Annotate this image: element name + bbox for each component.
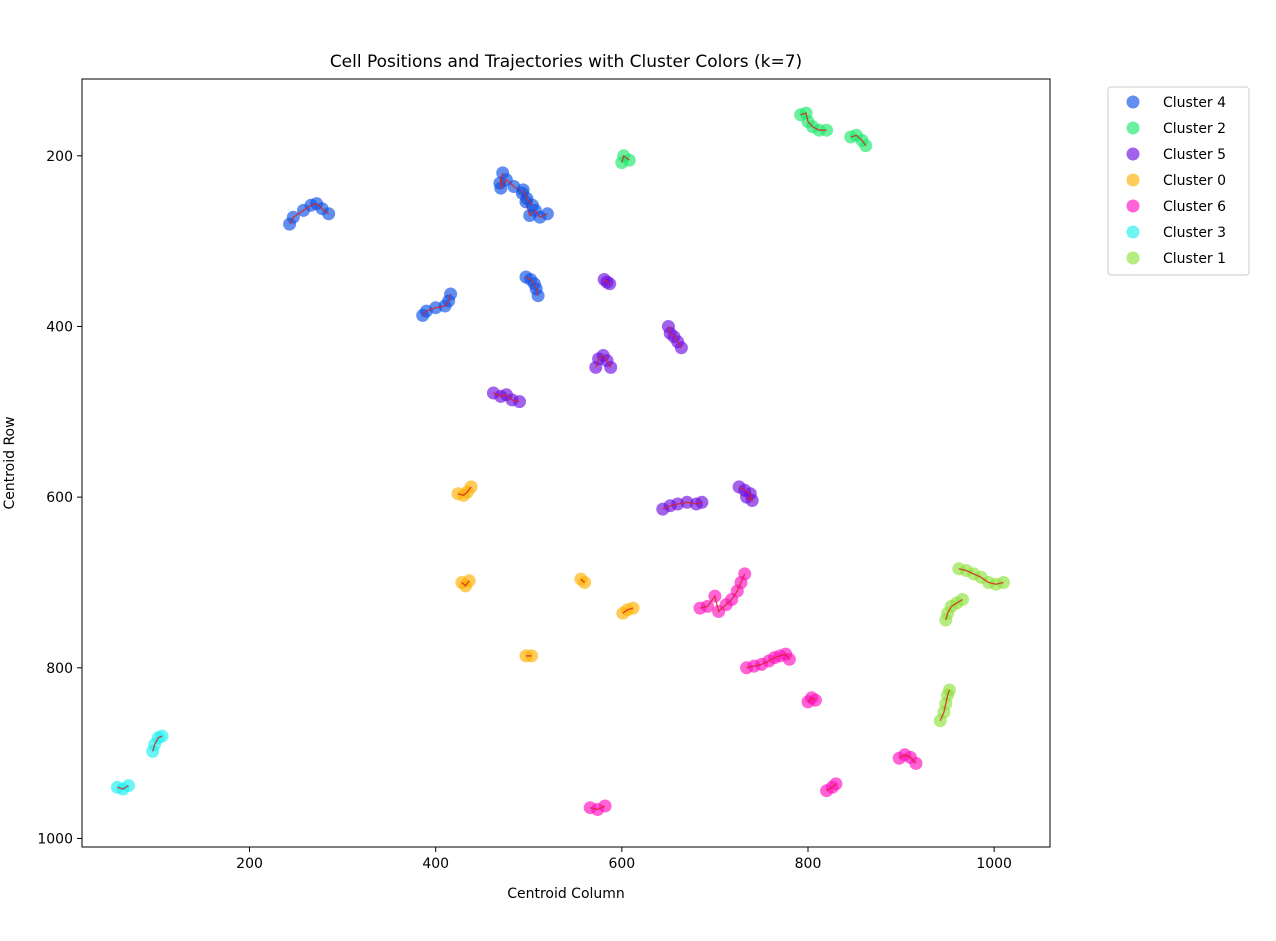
legend-marker: [1126, 95, 1140, 109]
legend-label: Cluster 0: [1163, 173, 1226, 189]
legend-label: Cluster 2: [1163, 121, 1226, 137]
x-axis-label: Centroid Column: [507, 886, 625, 902]
series-cluster-5: [486, 273, 759, 516]
series-cluster-1: [933, 562, 1010, 728]
trajectory-line: [939, 689, 951, 721]
trajectory-line: [662, 501, 703, 510]
series-cluster-0: [451, 480, 640, 663]
x-tick-label: 600: [608, 856, 635, 872]
trajectory-line: [595, 354, 612, 368]
trajectory-line: [289, 202, 330, 225]
legend-marker: [1126, 199, 1140, 213]
trajectory-line: [746, 653, 790, 669]
chart-title: Cell Positions and Trajectories with Clu…: [330, 52, 802, 72]
trajectory-line: [117, 785, 129, 790]
series-cluster-3: [110, 729, 169, 796]
legend-marker: [1126, 147, 1140, 161]
legend-marker: [1126, 173, 1140, 187]
legend-label: Cluster 5: [1163, 147, 1226, 163]
trajectory-line: [525, 276, 539, 296]
y-tick-label: 800: [46, 661, 73, 677]
y-tick-label: 600: [46, 490, 73, 506]
trajectory-line: [699, 573, 746, 613]
trajectory-line: [807, 696, 816, 703]
trajectory-line: [152, 735, 163, 752]
trajectory-line: [945, 598, 963, 621]
trajectory-line: [850, 134, 867, 146]
y-axis: 200 400 600 800 1000: [37, 149, 82, 847]
trajectory-line: [457, 486, 472, 497]
trajectory-line: [522, 189, 534, 206]
trajectory-line: [603, 279, 611, 285]
x-axis: 200 400 600 800 1000: [236, 847, 1012, 872]
trajectory-line: [461, 580, 470, 587]
x-tick-label: 1000: [976, 856, 1012, 872]
legend-label: Cluster 6: [1163, 199, 1226, 215]
plot-frame: [81, 78, 1051, 848]
trajectory-line: [738, 486, 754, 502]
y-tick-label: 200: [46, 149, 73, 165]
trajectory-line: [590, 805, 606, 811]
series-cluster-6: [583, 567, 923, 816]
x-tick-label: 800: [795, 856, 822, 872]
y-tick-label: 1000: [37, 831, 73, 847]
trajectory-line: [493, 392, 520, 403]
trajectory-line: [898, 754, 917, 764]
trajectory-line: [826, 783, 837, 792]
trajectory-line: [580, 578, 586, 583]
trajectory-line: [800, 112, 827, 131]
legend-box: [1107, 86, 1250, 276]
y-axis-label: Centroid Row: [2, 416, 18, 509]
legend-label: Cluster 1: [1163, 251, 1226, 267]
x-tick-label: 200: [236, 856, 263, 872]
legend-label: Cluster 3: [1163, 225, 1226, 241]
legend-marker: [1126, 251, 1140, 265]
trajectory-line: [958, 568, 1004, 585]
y-tick-label: 400: [46, 319, 73, 335]
series-cluster-4: [283, 166, 554, 322]
legend-marker: [1126, 121, 1140, 135]
trajectory-line: [622, 607, 634, 614]
trajectory-line: [667, 326, 682, 349]
legend-label: Cluster 4: [1163, 95, 1226, 111]
legend-marker: [1126, 225, 1140, 239]
x-tick-label: 400: [422, 856, 449, 872]
legend: Cluster 4 Cluster 2 Cluster 5 Cluster 0 Clus…: [1107, 86, 1250, 276]
plot-area: [110, 106, 1010, 816]
series-cluster-2: [615, 106, 873, 170]
trajectory-line: [422, 293, 452, 316]
trajectory-line: [621, 154, 630, 163]
